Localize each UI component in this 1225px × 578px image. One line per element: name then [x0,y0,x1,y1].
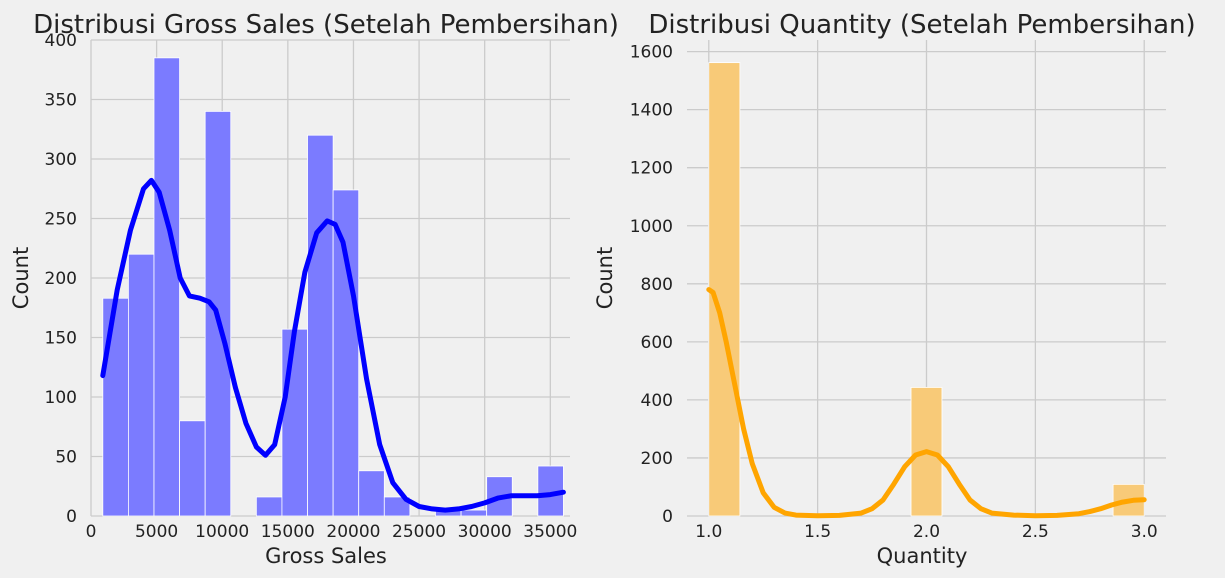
y-tick-label: 400 [641,391,673,411]
kde-line [706,287,1147,519]
x-tick-label: 10000 [195,522,249,542]
y-tick-label: 0 [662,507,673,527]
histogram-bar [358,470,385,517]
y-axis-label: Count [593,247,617,309]
chart-title: Distribusi Quantity (Setelah Pembersihan… [648,10,1195,40]
y-tick-label: 1600 [630,43,673,63]
y-tick-labels: 0 50 100 150 200 250 300 350 400 [45,31,77,527]
x-tick-label: 1.0 [695,522,722,542]
x-tick-label: 20000 [326,522,380,542]
kde-curve [100,177,566,513]
y-tick-label: 1400 [630,101,673,121]
y-tick-label: 400 [45,31,77,51]
histogram-bar [102,297,129,517]
y-tick-label: 1200 [630,159,673,179]
chart-title: Distribusi Gross Sales (Setelah Pembersi… [33,10,619,40]
x-tick-label: 3.0 [1131,522,1158,542]
y-tick-label: 100 [45,388,77,408]
x-axis-label: Gross Sales [265,544,387,568]
x-tick-label: 35000 [523,522,577,542]
x-tick-label: 2.5 [1022,522,1049,542]
y-tick-label: 50 [55,448,77,468]
histogram-bar [281,328,308,517]
histogram-bar [332,189,360,517]
x-tick-label: 15000 [261,522,315,542]
x-tick-label: 0 [86,522,97,542]
chart-quantity: 1.0 1.5 2.0 2.5 3.0 0 200 400 600 800 1000 1200 140… [593,10,1196,568]
x-tick-label: 2.0 [913,522,940,542]
histogram-bar [383,496,411,517]
y-tick-label: 0 [66,507,77,527]
y-tick-label: 800 [641,275,673,295]
y-tick-label: 250 [45,210,77,230]
chart-gross-sales: 0 5000 10000 15000 20000 25000 30000 35000 0 50 1… [9,10,619,568]
histogram-bar [128,253,155,517]
y-tick-label: 300 [45,150,77,170]
y-tick-labels: 0 200 400 600 800 1000 1200 1400 1600 [630,43,673,527]
y-axis-label: Count [9,247,33,309]
y-tick-label: 200 [45,269,77,289]
kde-line [100,177,566,513]
x-tick-label: 1.5 [804,522,831,542]
x-tick-label: 25000 [392,522,446,542]
histogram-bar [153,57,180,517]
y-tick-label: 600 [641,333,673,353]
histogram-bar [255,496,283,517]
y-tick-label: 1000 [630,217,673,237]
histogram-bar [179,420,206,517]
x-tick-label: 5000 [135,522,178,542]
y-tick-label: 350 [45,91,77,111]
histogram-bar [460,509,488,517]
y-tick-label: 150 [45,329,77,349]
kde-curve [706,287,1147,519]
x-tick-labels: 0 5000 10000 15000 20000 25000 30000 35000 [86,522,578,542]
x-tick-label: 30000 [458,522,512,542]
x-tick-labels: 1.0 1.5 2.0 2.5 3.0 [695,522,1158,542]
x-axis-label: Quantity [877,544,968,568]
y-tick-label: 200 [641,449,673,469]
histogram-bar [708,62,741,517]
histogram-bar [307,134,334,517]
histogram-bars [708,62,1145,517]
